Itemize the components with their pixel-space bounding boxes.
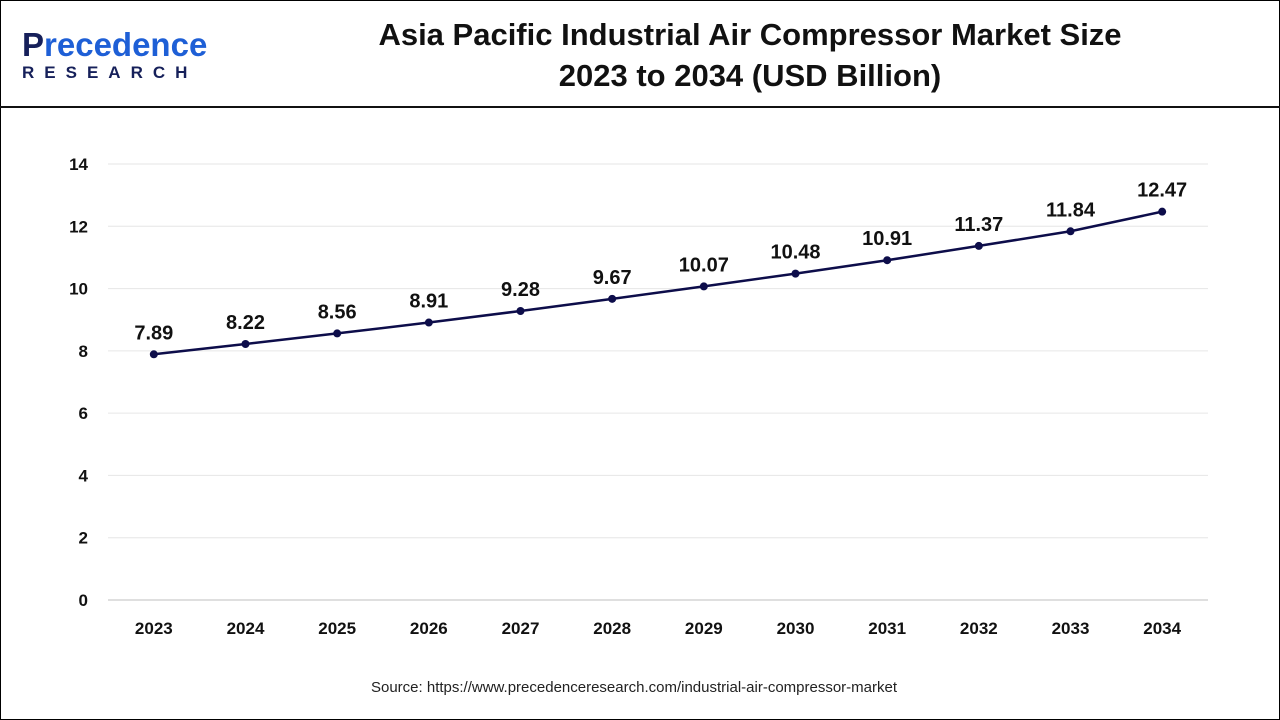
x-tick-label: 2023 — [135, 619, 173, 638]
data-label: 11.84 — [1046, 199, 1096, 221]
y-tick-label: 12 — [69, 217, 88, 236]
data-label: 8.91 — [409, 291, 448, 313]
x-tick-label: 2026 — [410, 619, 448, 638]
logo-subtext: RESEARCH — [22, 63, 198, 82]
data-point — [974, 241, 983, 250]
data-point — [149, 350, 158, 359]
x-tick-label: 2031 — [868, 619, 906, 638]
data-label: 8.56 — [318, 301, 357, 323]
data-label: 8.22 — [226, 312, 265, 334]
data-point — [1066, 227, 1075, 236]
y-tick-label: 2 — [79, 529, 88, 548]
data-point — [241, 340, 250, 349]
x-tick-label: 2024 — [227, 619, 265, 638]
x-tick-label: 2029 — [685, 619, 723, 638]
data-point — [516, 306, 525, 315]
data-label: 10.48 — [770, 242, 820, 264]
x-tick-label: 2028 — [593, 619, 631, 638]
data-point — [424, 318, 433, 327]
data-label: 10.91 — [862, 228, 912, 250]
data-point — [791, 269, 800, 278]
x-tick-label: 2030 — [777, 619, 815, 638]
data-point — [883, 256, 892, 265]
data-point — [333, 329, 342, 338]
logo: Precedence RESEARCH — [22, 28, 207, 83]
x-tick-label: 2027 — [502, 619, 540, 638]
data-label: 7.89 — [134, 322, 173, 344]
x-tick-label: 2033 — [1052, 619, 1090, 638]
title-line-2: 2023 to 2034 (USD Billion) — [558, 58, 942, 93]
y-tick-label: 14 — [69, 155, 88, 174]
y-tick-label: 10 — [69, 280, 88, 299]
source-text: Source: https://www.precedenceresearch.c… — [370, 679, 898, 696]
chart-title: Asia Pacific Industrial Air Compressor M… — [300, 14, 1200, 96]
x-tick-label: 2032 — [960, 619, 998, 638]
data-point — [699, 282, 708, 291]
data-point — [608, 294, 617, 303]
data-label: 9.67 — [593, 267, 632, 289]
x-tick-label: 2025 — [318, 619, 356, 638]
data-label: 9.28 — [501, 279, 540, 301]
y-tick-label: 4 — [79, 466, 89, 485]
x-tick-label: 2034 — [1143, 619, 1181, 638]
title-line-1: Asia Pacific Industrial Air Compressor M… — [378, 17, 1122, 52]
y-tick-label: 8 — [79, 342, 88, 361]
data-point — [1158, 207, 1167, 216]
data-label: 11.37 — [954, 214, 1003, 236]
series-line — [153, 210, 1163, 356]
header: Precedence RESEARCH Asia Pacific Industr… — [0, 0, 1280, 108]
y-tick-label: 0 — [79, 591, 88, 610]
logo-text: Precedence — [22, 26, 208, 63]
data-label: 10.07 — [679, 254, 729, 276]
data-label: 12.47 — [1137, 180, 1187, 202]
y-tick-label: 6 — [79, 404, 88, 423]
